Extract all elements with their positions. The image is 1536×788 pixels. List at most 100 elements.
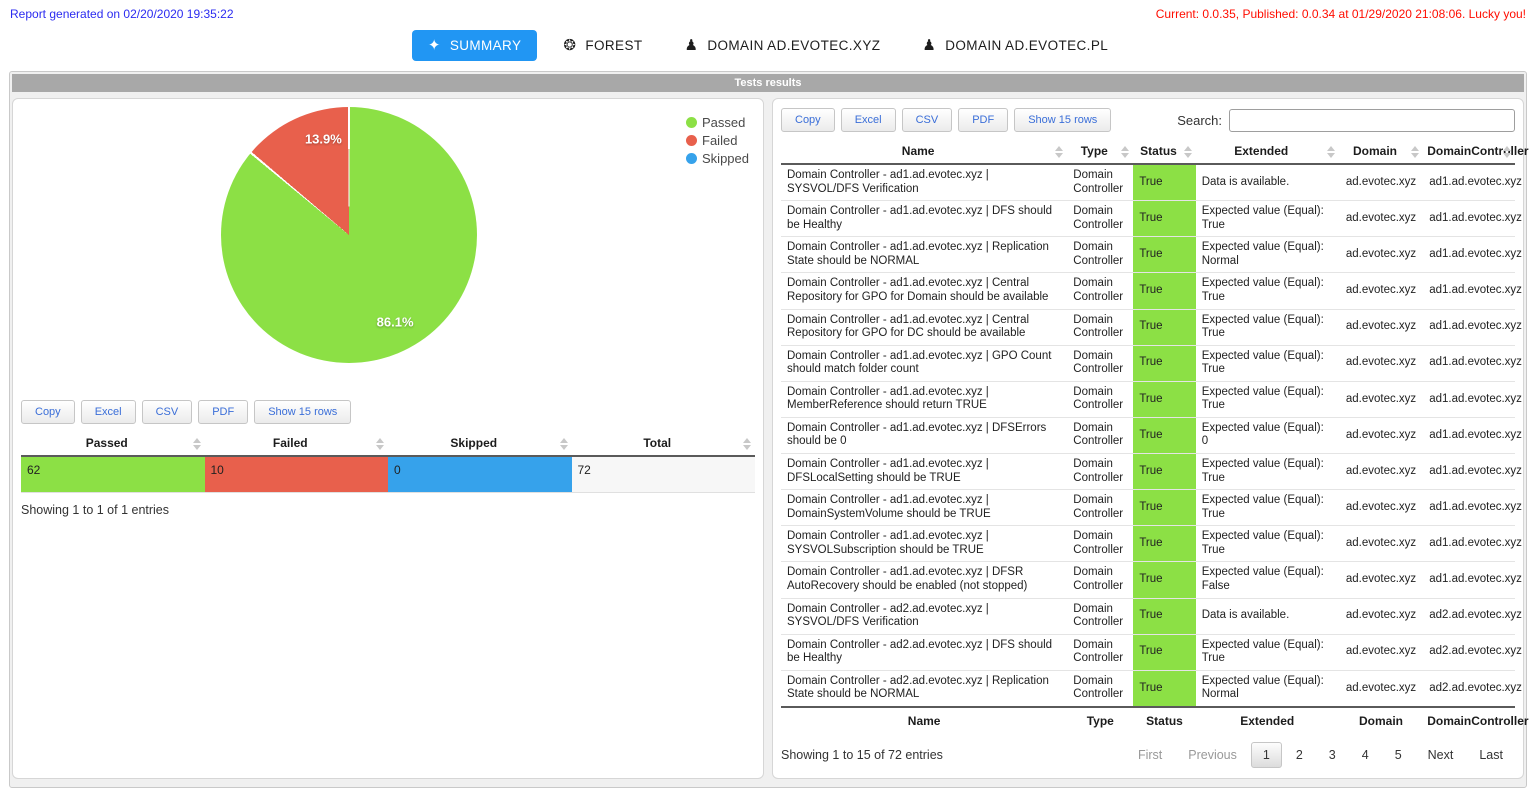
table-row: Domain Controller - ad1.ad.evotec.xyz | … xyxy=(781,236,1522,274)
table-row: Domain Controller - ad1.ad.evotec.xyz | … xyxy=(781,489,1522,527)
column-header-domaincontroller[interactable]: DomainController xyxy=(1423,140,1529,165)
table-row: Domain Controller - ad2.ad.evotec.xyz | … xyxy=(781,634,1522,671)
left-table-info: Showing 1 to 1 of 1 entries xyxy=(21,502,170,517)
tab-summary[interactable]: ✦ SUMMARY xyxy=(411,30,538,61)
domain-cell: ad.evotec.xyz xyxy=(1338,164,1424,202)
pie-chart-area: 13.9% 86.1% Passed Failed Skipped xyxy=(13,99,763,391)
domain-cell: ad.evotec.xyz xyxy=(1338,200,1424,238)
table-row: Domain Controller - ad1.ad.evotec.xyz | … xyxy=(781,309,1522,346)
status-cell: True xyxy=(1133,345,1196,382)
pagination-page-5[interactable]: 5 xyxy=(1383,742,1414,768)
pagination-previous[interactable]: Previous xyxy=(1176,742,1249,768)
legend-item-failed[interactable]: Failed xyxy=(686,133,749,148)
column-header-extended[interactable]: Extended xyxy=(1195,140,1339,165)
excel-button[interactable]: Excel xyxy=(80,400,136,424)
pagination-page-2[interactable]: 2 xyxy=(1284,742,1315,768)
pagination-page-4[interactable]: 4 xyxy=(1350,742,1381,768)
domain-cell: ad.evotec.xyz xyxy=(1338,634,1424,671)
column-header-skipped[interactable]: Skipped xyxy=(388,432,572,457)
copy-button[interactable]: Copy xyxy=(781,108,835,132)
domain-controller-cell: ad1.ad.evotec.xyz xyxy=(1423,236,1522,274)
domain-controller-cell: ad1.ad.evotec.xyz xyxy=(1423,200,1522,238)
passed-color-dot xyxy=(686,117,698,128)
extended-cell: Expected value (Equal): True xyxy=(1195,272,1339,310)
name-cell: Domain Controller - ad2.ad.evotec.xyz | … xyxy=(781,634,1068,671)
domain-controller-cell: ad1.ad.evotec.xyz xyxy=(1423,525,1522,563)
sort-icon xyxy=(192,437,201,450)
type-cell: Domain Controller xyxy=(1067,525,1134,563)
copy-button[interactable]: Copy xyxy=(21,400,75,424)
domain-cell: ad.evotec.xyz xyxy=(1338,236,1424,274)
table-row: Domain Controller - ad1.ad.evotec.xyz | … xyxy=(781,561,1522,599)
column-header-status[interactable]: Status xyxy=(1133,140,1196,165)
domain-cell: ad.evotec.xyz xyxy=(1338,309,1424,346)
column-header-name[interactable]: Name xyxy=(781,140,1068,165)
name-cell: Domain Controller - ad1.ad.evotec.xyz | … xyxy=(781,200,1068,238)
column-header-domain[interactable]: Domain xyxy=(1338,140,1424,165)
footer-column-type: Type xyxy=(1067,705,1134,734)
footer-column-domain: Domain xyxy=(1338,705,1424,734)
csv-button[interactable]: CSV xyxy=(901,108,953,132)
pie-label-failed: 13.9% xyxy=(304,131,342,147)
search-control: Search: xyxy=(1177,108,1515,132)
tab-domain-ad-evotec-pl[interactable]: ♟ DOMAIN AD.EVOTEC.PL xyxy=(906,30,1124,61)
table-row: Domain Controller - ad1.ad.evotec.xyz | … xyxy=(781,164,1522,202)
nav-tabs: ✦ SUMMARY ❂ FOREST ♟ DOMAIN AD.EVOTEC.XY… xyxy=(0,24,1536,71)
extended-cell: Expected value (Equal): True xyxy=(1195,345,1339,382)
domain-controller-cell: ad2.ad.evotec.xyz xyxy=(1423,634,1522,671)
pagination-first[interactable]: First xyxy=(1126,742,1174,768)
pagination-last[interactable]: Last xyxy=(1467,742,1515,768)
name-cell: Domain Controller - ad2.ad.evotec.xyz | … xyxy=(781,670,1068,708)
forest-icon: ❂ xyxy=(563,37,577,54)
right-table-info: Showing 1 to 15 of 72 entries xyxy=(781,747,943,762)
sort-icon xyxy=(559,437,568,450)
show-15-rows-button[interactable]: Show 15 rows xyxy=(1014,108,1112,132)
table-row: Domain Controller - ad2.ad.evotec.xyz | … xyxy=(781,670,1522,708)
status-cell: True xyxy=(1133,200,1196,238)
top-info-bar: Report generated on 02/20/2020 19:35:22 … xyxy=(0,0,1536,24)
right-table-toolbar: Copy Excel CSV PDF Show 15 rows Search: xyxy=(773,99,1523,140)
pdf-button[interactable]: PDF xyxy=(198,400,249,424)
type-cell: Domain Controller xyxy=(1067,309,1134,346)
extended-cell: Expected value (Equal): True xyxy=(1195,309,1339,346)
show-15-rows-button[interactable]: Show 15 rows xyxy=(254,400,352,424)
table-row: Domain Controller - ad2.ad.evotec.xyz | … xyxy=(781,598,1522,635)
type-cell: Domain Controller xyxy=(1067,634,1134,671)
extended-cell: Data is available. xyxy=(1195,164,1339,202)
pagination-next[interactable]: Next xyxy=(1416,742,1466,768)
pagination-page-3[interactable]: 3 xyxy=(1317,742,1348,768)
domain-cell: ad.evotec.xyz xyxy=(1338,272,1424,310)
tab-forest[interactable]: ❂ FOREST xyxy=(547,30,658,61)
column-header-type[interactable]: Type xyxy=(1067,140,1134,165)
type-cell: Domain Controller xyxy=(1067,345,1134,382)
type-cell: Domain Controller xyxy=(1067,236,1134,274)
type-cell: Domain Controller xyxy=(1067,272,1134,310)
left-table-toolbar: Copy Excel CSV PDF Show 15 rows xyxy=(13,391,763,432)
pdf-button[interactable]: PDF xyxy=(958,108,1009,132)
sort-icon xyxy=(1183,145,1192,158)
sort-icon xyxy=(1411,145,1420,158)
table-row: Domain Controller - ad1.ad.evotec.xyz | … xyxy=(781,200,1522,238)
chart-legend: Passed Failed Skipped xyxy=(686,115,749,169)
pagination-page-1[interactable]: 1 xyxy=(1250,741,1282,768)
csv-button[interactable]: CSV xyxy=(141,400,193,424)
domain-cell: ad.evotec.xyz xyxy=(1338,453,1424,491)
status-cell: True xyxy=(1133,272,1196,310)
excel-button[interactable]: Excel xyxy=(840,108,896,132)
column-header-total[interactable]: Total xyxy=(571,432,755,457)
status-cell: True xyxy=(1133,489,1196,527)
column-header-failed[interactable]: Failed xyxy=(204,432,388,457)
export-buttons-group: Copy Excel CSV PDF Show 15 rows xyxy=(781,108,1112,132)
tab-domain-ad-evotec-xyz[interactable]: ♟ DOMAIN AD.EVOTEC.XYZ xyxy=(669,30,897,61)
extended-cell: Expected value (Equal): True xyxy=(1195,381,1339,418)
column-header-passed[interactable]: Passed xyxy=(21,432,205,457)
domain-controller-cell: ad1.ad.evotec.xyz xyxy=(1423,417,1522,455)
table-row: 62 10 0 72 xyxy=(21,456,755,493)
search-input[interactable] xyxy=(1229,108,1515,132)
extended-cell: Expected value (Equal): Normal xyxy=(1195,670,1339,708)
extended-cell: Expected value (Equal): True xyxy=(1195,489,1339,527)
table-row: Domain Controller - ad1.ad.evotec.xyz | … xyxy=(781,453,1522,491)
legend-item-skipped[interactable]: Skipped xyxy=(686,151,749,166)
status-cell: True xyxy=(1133,453,1196,491)
legend-item-passed[interactable]: Passed xyxy=(686,115,749,130)
